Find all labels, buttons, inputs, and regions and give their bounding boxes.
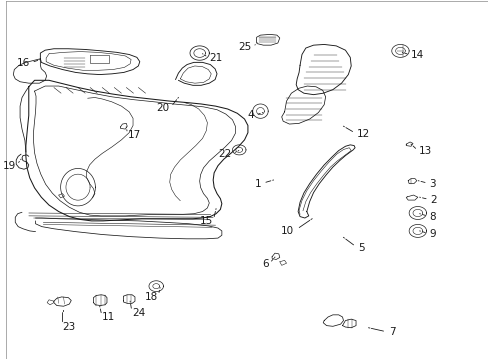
Text: 23: 23 xyxy=(62,322,76,332)
Text: 16: 16 xyxy=(17,58,30,68)
Text: 9: 9 xyxy=(428,229,435,239)
Text: 19: 19 xyxy=(3,161,16,171)
Text: 25: 25 xyxy=(238,42,251,52)
Text: 6: 6 xyxy=(262,259,268,269)
Text: 22: 22 xyxy=(218,149,231,159)
Text: 13: 13 xyxy=(418,146,431,156)
Text: 14: 14 xyxy=(410,50,424,60)
Text: 11: 11 xyxy=(102,312,115,322)
Text: 5: 5 xyxy=(357,243,364,253)
Text: 20: 20 xyxy=(156,103,169,113)
Text: 8: 8 xyxy=(428,212,435,221)
Text: 12: 12 xyxy=(356,129,369,139)
Text: 4: 4 xyxy=(247,111,254,121)
Text: 15: 15 xyxy=(200,216,213,226)
Text: 3: 3 xyxy=(428,179,435,189)
Text: 2: 2 xyxy=(429,195,436,205)
Text: 7: 7 xyxy=(388,327,395,337)
Text: 21: 21 xyxy=(209,53,222,63)
Text: 18: 18 xyxy=(144,292,158,302)
Text: 17: 17 xyxy=(127,130,141,140)
Text: 24: 24 xyxy=(132,308,145,318)
Text: 10: 10 xyxy=(281,226,294,236)
Text: 1: 1 xyxy=(254,179,261,189)
